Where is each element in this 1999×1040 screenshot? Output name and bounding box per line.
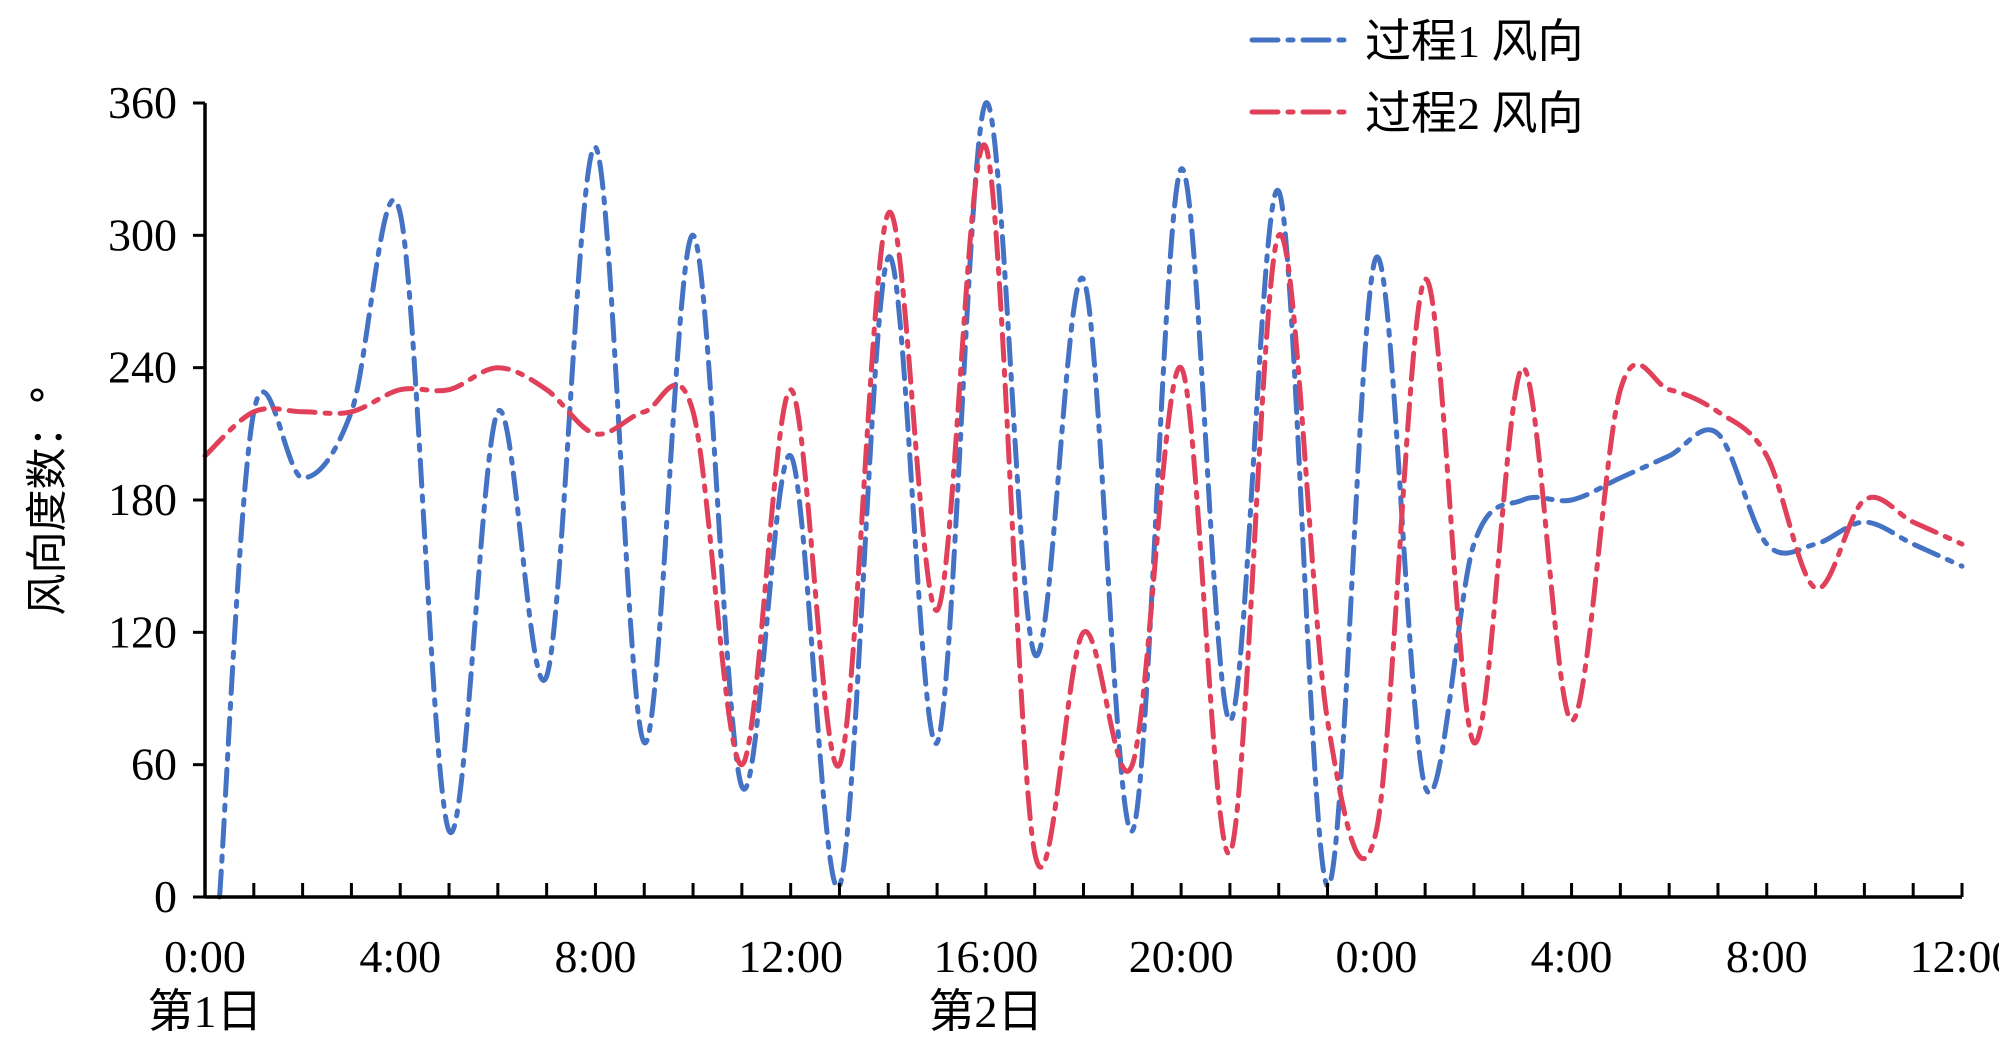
y-tick-label: 180	[108, 474, 177, 525]
x-tick-label: 0:00	[1335, 931, 1417, 982]
x-tick-label: 16:00	[933, 931, 1038, 982]
x-tick-label: 0:00	[164, 931, 246, 982]
legend-item-series-1: 过程1 风向	[1249, 16, 1584, 67]
y-tick-label: 360	[108, 77, 177, 128]
y-tick-label: 120	[108, 606, 177, 657]
x-tick-label: 8:00	[555, 931, 637, 982]
y-tick-label: 300	[108, 209, 177, 260]
x-tick-label: 8:00	[1726, 931, 1808, 982]
y-axis-title: 风向度数：°	[23, 384, 72, 615]
legend-label-series-2: 过程2 风向	[1365, 88, 1584, 139]
y-tick-label: 60	[131, 739, 177, 790]
x-tick-label: 20:00	[1129, 931, 1234, 982]
axes-layer	[203, 103, 1962, 899]
legend: 过程1 风向 过程2 风向	[1249, 16, 1584, 139]
legend-item-series-2: 过程2 风向	[1249, 88, 1584, 139]
series-layer	[202, 100, 1965, 900]
y-tick-label: 240	[108, 342, 177, 393]
x-day-label: 第2日	[928, 986, 1043, 1037]
ticks-layer: 0 60 120 180 240 300 360 0:00 4:00 8:00 12:00 16:00…	[108, 77, 1999, 1037]
x-tick-label: 4:00	[359, 931, 441, 982]
x-tick-label: 4:00	[1531, 931, 1613, 982]
series-line-2	[202, 142, 1965, 870]
y-tick-label: 0	[154, 871, 177, 922]
x-tick-label: 12:00	[738, 931, 843, 982]
x-tick-label: 12:00	[1910, 931, 1999, 982]
legend-label-series-1: 过程1 风向	[1365, 16, 1584, 67]
x-day-label: 第1日	[148, 986, 263, 1037]
series-line-1	[217, 100, 1965, 900]
